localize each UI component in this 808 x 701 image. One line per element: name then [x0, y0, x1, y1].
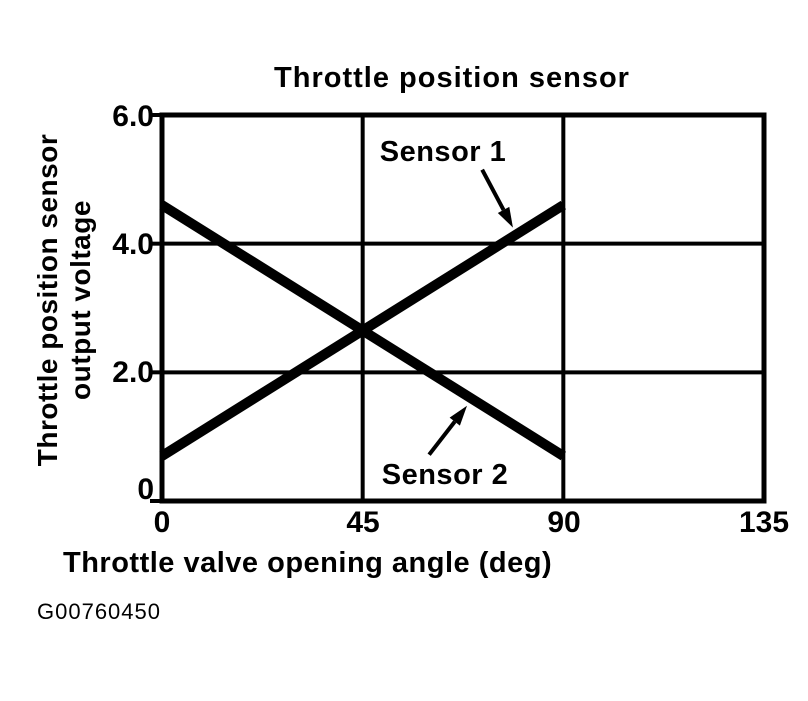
y-tick-label-6.0: 6.0 [112, 100, 154, 133]
annotation-arrow-head-sensor-1 [497, 206, 513, 228]
x-tick-label-0: 0 [153, 506, 171, 539]
x-axis-label: Throttle valve opening angle (deg) [63, 547, 553, 579]
y-tick-label-4.0: 4.0 [112, 228, 154, 261]
x-tick-label-135: 135 [738, 506, 790, 539]
figure-code: G00760450 [37, 599, 161, 624]
annotation-arrow-line-sensor-1 [480, 168, 506, 211]
y-tick-label-0: 0 [137, 473, 154, 506]
y-axis-label: Throttle position sensor output voltage [31, 110, 97, 490]
x-tick-label-90: 90 [547, 506, 581, 539]
y-tick-label-2.0: 2.0 [112, 356, 154, 389]
annotation-arrow-line-sensor-2 [427, 420, 457, 456]
x-tick-label-45: 45 [346, 506, 380, 539]
annotation-arrow-head-sensor-2 [449, 405, 468, 426]
series-annotation-sensor-2: Sensor 2 [381, 459, 509, 491]
y-axis-label-line-1: Throttle position sensor [32, 133, 63, 467]
y-axis-label-line-2: output voltage [65, 200, 96, 400]
chart-title: Throttle position sensor [274, 62, 630, 94]
series-annotation-sensor-1: Sensor 1 [379, 136, 507, 168]
series-line-sensor-2 [159, 200, 566, 461]
plot-frame [159, 112, 767, 504]
